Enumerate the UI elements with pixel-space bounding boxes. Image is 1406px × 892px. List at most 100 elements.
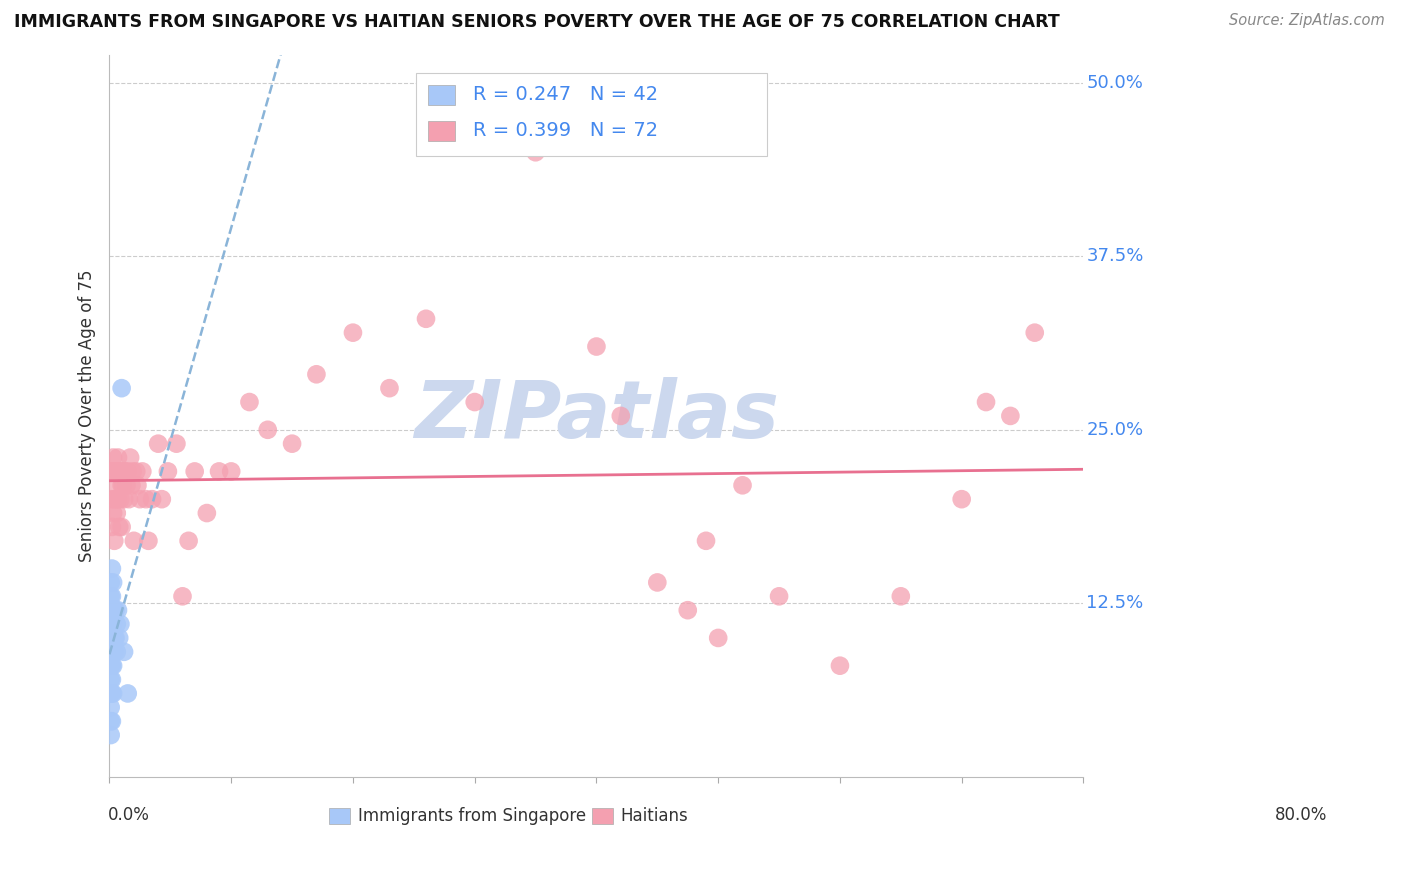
Point [111, 478, 134, 492]
Point [105, 506, 128, 520]
Point [110, 617, 132, 632]
Point [121, 465, 143, 479]
Text: ZIPatlas: ZIPatlas [413, 377, 779, 455]
Text: Source: ZipAtlas.com: Source: ZipAtlas.com [1229, 13, 1385, 29]
Text: R = 0.247   N = 42: R = 0.247 N = 42 [472, 86, 658, 104]
Point [101, 575, 124, 590]
Point [125, 465, 148, 479]
Point [950, 492, 973, 507]
Point [103, 465, 125, 479]
Point [101, 645, 124, 659]
Text: 12.5%: 12.5% [1087, 594, 1143, 612]
Point [110, 492, 132, 507]
Point [103, 631, 125, 645]
Point [378, 381, 401, 395]
Point [101, 631, 124, 645]
Point [103, 533, 125, 548]
Point [305, 368, 328, 382]
Point [108, 465, 131, 479]
Point [104, 631, 127, 645]
Point [114, 465, 136, 479]
Point [100, 631, 122, 645]
Point [415, 311, 437, 326]
Text: 37.5%: 37.5% [1087, 247, 1143, 265]
Point [101, 686, 124, 700]
Point [100, 714, 122, 729]
Point [974, 395, 997, 409]
Point [135, 492, 157, 507]
Point [103, 492, 125, 507]
FancyBboxPatch shape [427, 85, 456, 105]
Point [165, 436, 187, 450]
Point [100, 728, 122, 742]
Point [122, 533, 145, 548]
Point [342, 326, 364, 340]
Point [111, 520, 134, 534]
Point [105, 478, 128, 492]
Point [100, 673, 122, 687]
Point [107, 492, 129, 507]
Point [101, 506, 124, 520]
Point [208, 465, 231, 479]
Point [101, 450, 124, 465]
FancyBboxPatch shape [592, 808, 613, 824]
Point [100, 590, 122, 604]
Text: Immigrants from Singapore: Immigrants from Singapore [359, 807, 586, 825]
FancyBboxPatch shape [416, 73, 766, 156]
Point [111, 381, 134, 395]
Point [101, 520, 124, 534]
Point [101, 590, 124, 604]
Point [100, 658, 122, 673]
Point [647, 575, 669, 590]
Point [115, 478, 138, 492]
Point [524, 145, 547, 160]
Point [695, 533, 717, 548]
Point [108, 520, 131, 534]
Point [100, 465, 122, 479]
Point [150, 492, 173, 507]
Point [101, 658, 124, 673]
Point [731, 478, 754, 492]
Point [138, 533, 160, 548]
Text: IMMIGRANTS FROM SINGAPORE VS HAITIAN SENIORS POVERTY OVER THE AGE OF 75 CORRELAT: IMMIGRANTS FROM SINGAPORE VS HAITIAN SEN… [14, 13, 1060, 31]
Point [112, 465, 135, 479]
Point [112, 492, 135, 507]
Point [610, 409, 633, 423]
Point [104, 492, 127, 507]
Point [100, 686, 122, 700]
Text: 50.0%: 50.0% [1087, 74, 1143, 92]
Text: 0.0%: 0.0% [108, 805, 150, 823]
Point [101, 686, 124, 700]
Point [101, 645, 124, 659]
Point [103, 603, 125, 617]
Point [107, 450, 129, 465]
Point [281, 436, 304, 450]
Point [100, 700, 122, 714]
Point [676, 603, 699, 617]
Point [112, 645, 135, 659]
Point [101, 465, 124, 479]
Point [117, 465, 139, 479]
Point [195, 506, 218, 520]
Point [100, 617, 122, 632]
Point [101, 603, 124, 617]
Point [141, 492, 163, 507]
Point [183, 465, 205, 479]
Point [127, 478, 149, 492]
Point [117, 686, 139, 700]
Point [105, 617, 128, 632]
Point [256, 423, 278, 437]
Point [768, 590, 790, 604]
Point [101, 631, 124, 645]
Point [110, 465, 132, 479]
Point [100, 603, 122, 617]
Text: Haitians: Haitians [621, 807, 689, 825]
Point [118, 492, 141, 507]
Point [828, 658, 851, 673]
Point [104, 603, 127, 617]
Point [101, 561, 124, 575]
Point [890, 590, 912, 604]
Point [101, 658, 124, 673]
Point [464, 395, 486, 409]
Text: 80.0%: 80.0% [1275, 805, 1327, 823]
